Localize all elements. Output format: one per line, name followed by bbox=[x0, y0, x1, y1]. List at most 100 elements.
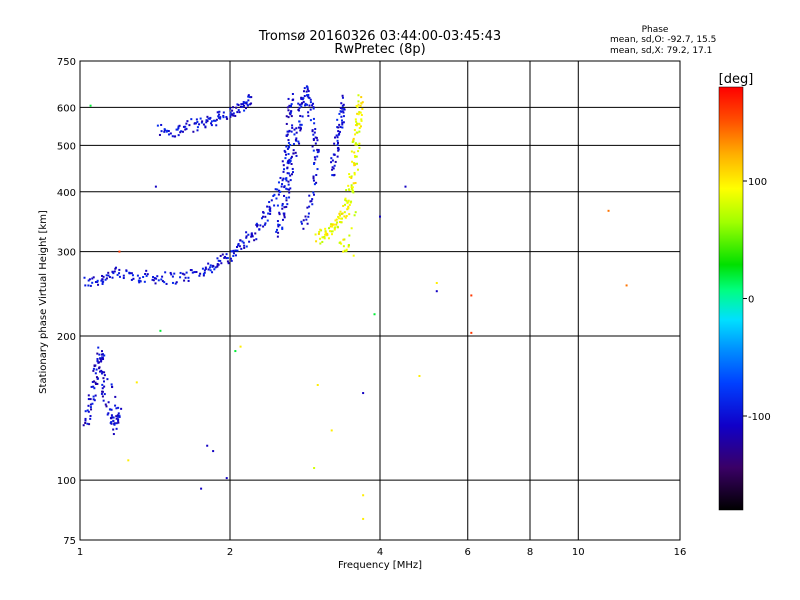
echo-point bbox=[102, 399, 105, 402]
echo-point bbox=[171, 281, 174, 284]
echo-point bbox=[307, 93, 310, 96]
echo-point bbox=[232, 114, 235, 117]
echo-point bbox=[111, 386, 114, 389]
echo-point bbox=[305, 90, 308, 93]
echo-point bbox=[295, 131, 298, 134]
echo-point bbox=[226, 260, 229, 263]
echo-point bbox=[299, 114, 302, 117]
echo-point bbox=[311, 130, 314, 133]
echo-point bbox=[312, 139, 315, 142]
echo-point bbox=[312, 176, 315, 179]
echo-point bbox=[226, 257, 229, 260]
echo-point bbox=[338, 123, 341, 126]
echo-point bbox=[331, 168, 334, 171]
echo-point bbox=[298, 106, 301, 109]
echo-point bbox=[354, 143, 357, 146]
echo-point bbox=[196, 120, 199, 123]
echo-point bbox=[98, 366, 101, 369]
echo-point bbox=[268, 208, 271, 211]
echo-point bbox=[200, 121, 203, 124]
echo-point bbox=[338, 214, 341, 217]
echo-point bbox=[340, 115, 343, 118]
echo-point bbox=[112, 419, 115, 422]
echo-point bbox=[283, 149, 286, 152]
echo-point bbox=[302, 219, 305, 222]
echo-point bbox=[312, 179, 315, 182]
echo-point bbox=[299, 127, 302, 130]
echo-point bbox=[113, 270, 116, 273]
echo-point bbox=[218, 110, 221, 113]
echo-point bbox=[105, 405, 108, 408]
echo-point bbox=[229, 107, 232, 110]
echo-point bbox=[201, 120, 204, 123]
echo-point bbox=[94, 372, 97, 375]
echo-point bbox=[302, 97, 305, 100]
echo-point bbox=[198, 274, 201, 277]
echo-point bbox=[278, 211, 281, 214]
echo-point bbox=[342, 238, 345, 241]
echo-point bbox=[179, 271, 182, 274]
echo-point bbox=[295, 137, 298, 140]
echo-point bbox=[338, 212, 341, 215]
y-tick-label: 750 bbox=[57, 57, 76, 68]
echo-point bbox=[161, 280, 164, 283]
echo-point bbox=[154, 185, 157, 188]
echo-point bbox=[328, 227, 331, 230]
echo-point bbox=[281, 179, 284, 182]
echo-point bbox=[315, 136, 318, 139]
x-tick-label: 4 bbox=[377, 547, 383, 558]
echo-point bbox=[336, 126, 339, 129]
echo-point bbox=[342, 115, 345, 118]
echo-point bbox=[354, 211, 357, 214]
echo-point bbox=[122, 277, 125, 280]
y-tick-label: 500 bbox=[57, 141, 76, 152]
colorbar-label: [deg] bbox=[719, 72, 754, 87]
echo-point bbox=[305, 218, 308, 221]
echo-point bbox=[301, 115, 304, 118]
echo-point bbox=[250, 235, 253, 238]
echo-point bbox=[232, 252, 235, 255]
echo-point bbox=[139, 280, 142, 283]
echo-point bbox=[310, 200, 313, 203]
echo-point bbox=[292, 152, 295, 155]
echo-point bbox=[108, 408, 111, 411]
echo-point bbox=[227, 262, 230, 265]
echo-point bbox=[285, 196, 288, 199]
echo-point bbox=[90, 385, 93, 388]
echo-point bbox=[331, 166, 334, 169]
echo-point bbox=[142, 275, 145, 278]
echo-point bbox=[324, 232, 327, 235]
echo-point bbox=[93, 387, 96, 390]
echo-point bbox=[122, 274, 125, 277]
echo-point bbox=[360, 118, 363, 121]
echo-point bbox=[276, 188, 279, 191]
echo-point bbox=[331, 223, 334, 226]
echo-point bbox=[92, 369, 95, 372]
echo-point bbox=[138, 277, 141, 280]
echo-point bbox=[84, 410, 87, 413]
echo-point bbox=[353, 214, 356, 217]
echo-point bbox=[96, 280, 99, 283]
colorbar-gradient bbox=[718, 86, 744, 511]
echo-point bbox=[184, 128, 187, 131]
echo-point bbox=[336, 143, 339, 146]
echo-point bbox=[230, 259, 233, 262]
echo-point bbox=[216, 257, 219, 260]
echo-point bbox=[336, 141, 339, 144]
echo-point bbox=[192, 130, 195, 133]
echo-point bbox=[152, 279, 155, 282]
echo-point bbox=[342, 245, 345, 248]
echo-point bbox=[362, 392, 365, 395]
echo-point bbox=[138, 281, 141, 284]
echo-point bbox=[214, 119, 217, 122]
y-tick-label: 600 bbox=[57, 103, 76, 114]
chart-title: Tromsø 20160326 03:44:00-03:45:43 bbox=[258, 29, 501, 44]
echo-point bbox=[202, 274, 205, 277]
echo-point bbox=[290, 173, 293, 176]
echo-point bbox=[287, 109, 290, 112]
echo-point bbox=[339, 107, 342, 110]
echo-point bbox=[177, 134, 180, 137]
echo-point bbox=[106, 378, 109, 381]
echo-point bbox=[213, 268, 216, 271]
echo-point bbox=[329, 225, 332, 228]
